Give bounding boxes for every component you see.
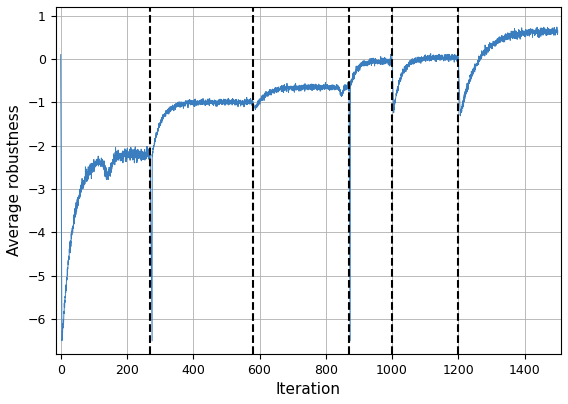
X-axis label: Iteration: Iteration [276, 382, 341, 397]
Y-axis label: Average robustness: Average robustness [7, 105, 22, 256]
